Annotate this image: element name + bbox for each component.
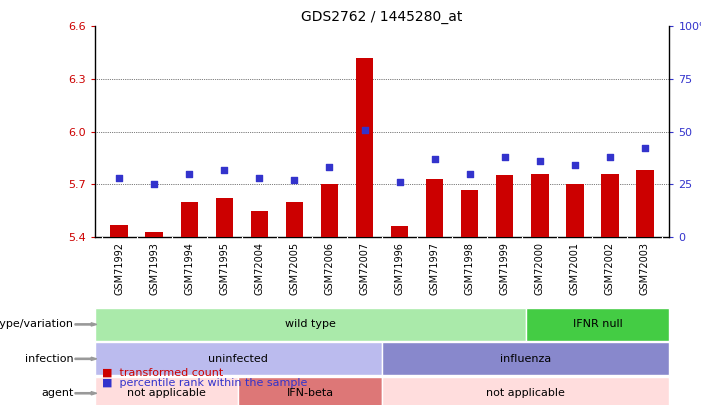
- Bar: [526, 308, 669, 341]
- Point: [359, 126, 370, 133]
- Text: ■  percentile rank within the sample: ■ percentile rank within the sample: [102, 378, 307, 388]
- Bar: [286, 202, 303, 237]
- Text: genotype/variation: genotype/variation: [0, 320, 74, 329]
- Text: ■  transformed count: ■ transformed count: [102, 368, 223, 377]
- Bar: [496, 175, 513, 237]
- Bar: [95, 308, 526, 341]
- Text: GSM72006: GSM72006: [325, 242, 334, 295]
- Point: [429, 156, 440, 162]
- Text: GSM72004: GSM72004: [254, 242, 264, 295]
- Point: [534, 158, 545, 164]
- Bar: [95, 377, 238, 405]
- Text: agent: agent: [41, 388, 74, 398]
- Text: wild type: wild type: [285, 320, 336, 329]
- Bar: [382, 377, 669, 405]
- Text: not applicable: not applicable: [127, 388, 206, 398]
- Point: [219, 166, 230, 173]
- Text: not applicable: not applicable: [486, 388, 565, 398]
- Text: GSM71999: GSM71999: [500, 242, 510, 295]
- Bar: [566, 184, 583, 237]
- Bar: [355, 58, 373, 237]
- Text: GSM71994: GSM71994: [184, 242, 194, 295]
- Text: influenza: influenza: [500, 354, 552, 364]
- Bar: [426, 179, 444, 237]
- Point: [394, 179, 405, 185]
- Bar: [531, 174, 548, 237]
- Text: GSM72000: GSM72000: [535, 242, 545, 295]
- Text: GSM72007: GSM72007: [360, 242, 369, 295]
- Point: [114, 175, 125, 181]
- Text: GSM71996: GSM71996: [395, 242, 404, 295]
- Point: [604, 153, 615, 160]
- Text: IFNR null: IFNR null: [573, 320, 622, 329]
- Bar: [320, 184, 338, 237]
- Point: [324, 164, 335, 171]
- Point: [149, 181, 160, 188]
- Text: GSM72001: GSM72001: [570, 242, 580, 295]
- Point: [254, 175, 265, 181]
- Bar: [216, 198, 233, 237]
- Text: IFN-beta: IFN-beta: [287, 388, 334, 398]
- Bar: [251, 211, 268, 237]
- Text: GSM71992: GSM71992: [114, 242, 124, 295]
- Text: GSM71995: GSM71995: [219, 242, 229, 295]
- Text: GSM71998: GSM71998: [465, 242, 475, 295]
- Text: GSM72005: GSM72005: [290, 242, 299, 295]
- Bar: [636, 170, 653, 237]
- Bar: [181, 202, 198, 237]
- Bar: [461, 190, 478, 237]
- Bar: [391, 226, 408, 237]
- Bar: [95, 342, 382, 375]
- Point: [499, 153, 510, 160]
- Point: [184, 171, 195, 177]
- Bar: [146, 232, 163, 237]
- Text: GSM72002: GSM72002: [605, 242, 615, 295]
- Text: infection: infection: [25, 354, 74, 364]
- Bar: [601, 174, 618, 237]
- Point: [464, 171, 475, 177]
- Bar: [111, 225, 128, 237]
- Text: uninfected: uninfected: [208, 354, 268, 364]
- Bar: [382, 342, 669, 375]
- Point: [639, 145, 651, 152]
- Text: GSM71993: GSM71993: [149, 242, 159, 295]
- Text: GSM72003: GSM72003: [640, 242, 650, 295]
- Point: [569, 162, 580, 168]
- Text: GSM71997: GSM71997: [430, 242, 440, 295]
- Bar: [238, 377, 382, 405]
- Point: [289, 177, 300, 183]
- Text: GDS2762 / 1445280_at: GDS2762 / 1445280_at: [301, 10, 463, 24]
